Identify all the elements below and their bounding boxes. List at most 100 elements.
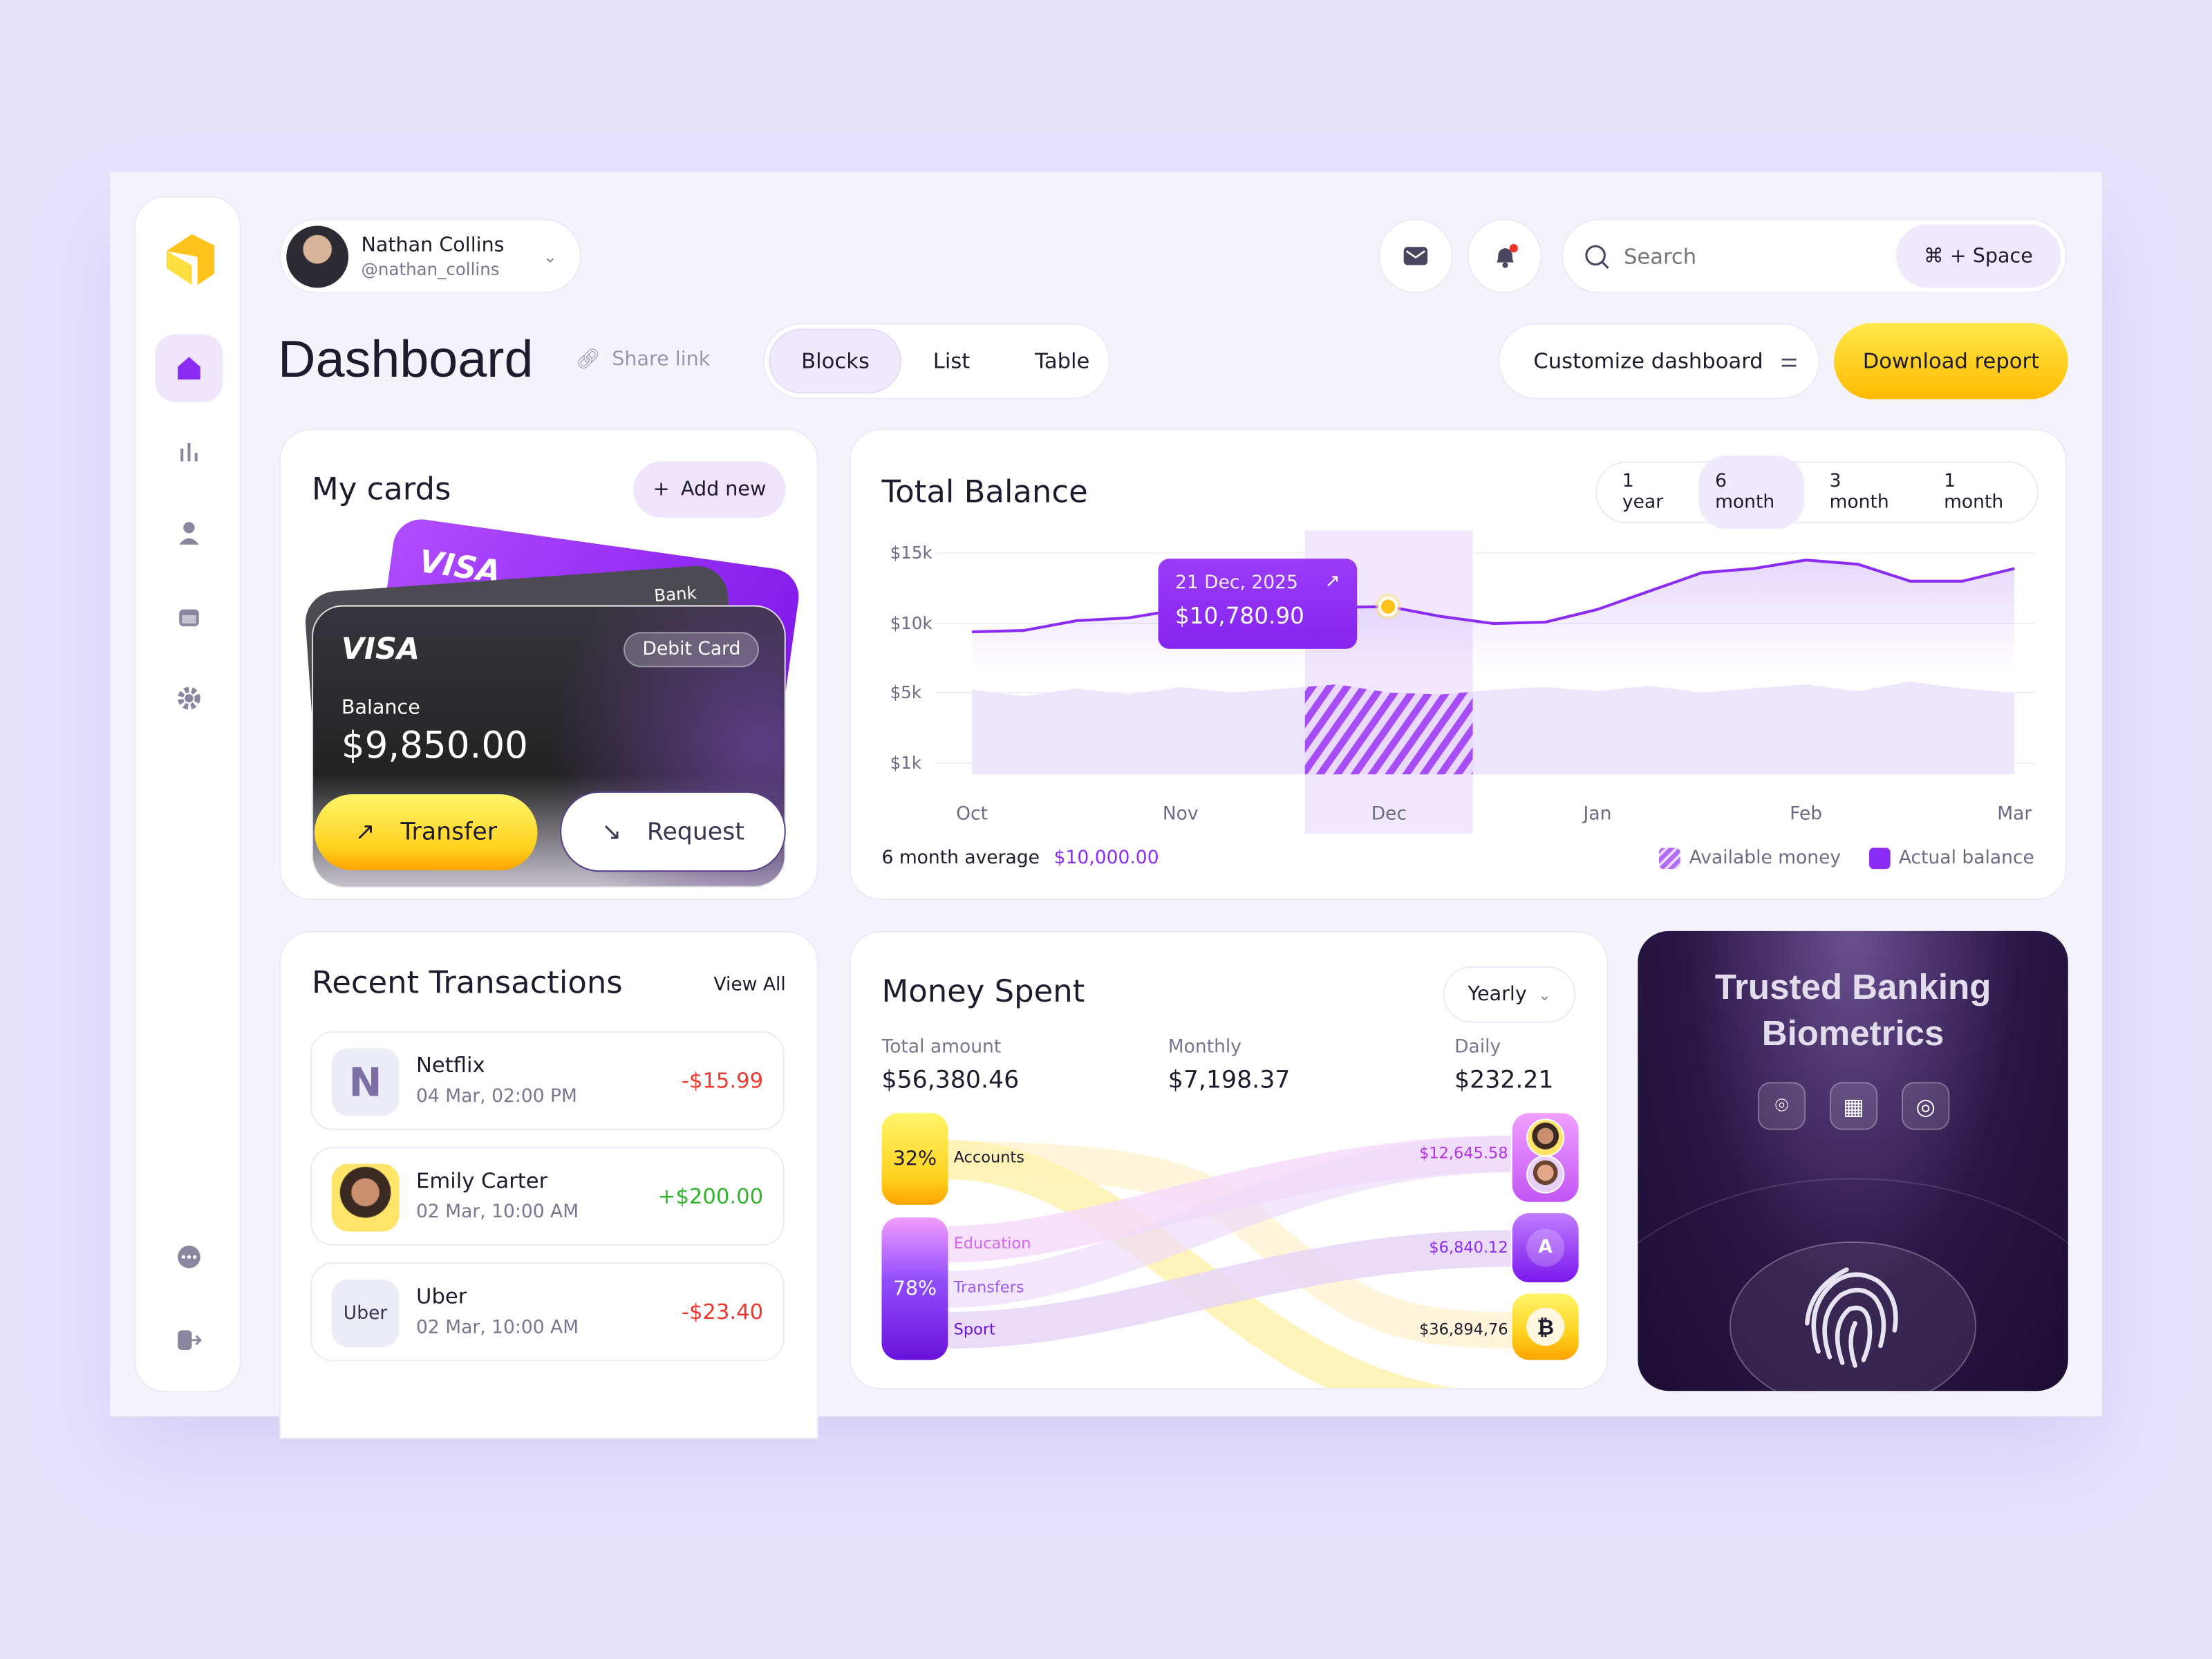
transaction-name: Netflix: [416, 1052, 485, 1078]
add-card-button[interactable]: + Add new: [633, 461, 786, 518]
transaction-amount: -$15.99: [681, 1067, 764, 1094]
netflix-logo: N: [348, 1058, 382, 1105]
sliders-icon: ⚌: [1780, 350, 1798, 373]
average-summary: 6 month average $10,000.00: [882, 848, 1159, 870]
source-node-other[interactable]: 78%: [881, 1217, 948, 1360]
balance-label: Balance: [341, 697, 420, 720]
biometrics-title: Trusted Banking Biometrics: [1714, 967, 1991, 1054]
customize-label: Customize dashboard: [1533, 348, 1763, 374]
sidebar-item-settings[interactable]: [155, 664, 223, 732]
legend-actual: Actual balance: [1898, 847, 2034, 870]
adobe-icon: A: [1526, 1228, 1565, 1267]
view-all-link[interactable]: View All: [713, 975, 786, 996]
plus-icon: +: [653, 478, 670, 501]
legend-available: Available money: [1689, 847, 1841, 870]
card-type-badge: Debit Card: [624, 632, 759, 668]
period-dropdown[interactable]: Yearly ⌄: [1443, 966, 1576, 1023]
range-1-year[interactable]: 1 year: [1622, 471, 1664, 514]
search-input[interactable]: [1623, 243, 1864, 269]
mail-icon: [1403, 247, 1428, 265]
search-shortcut: ⌘ + Space: [1895, 224, 2061, 288]
download-report-button[interactable]: Download report: [1834, 323, 2068, 400]
chart-legend: Available money Actual balance: [1659, 847, 2034, 870]
sidebar-item-home[interactable]: [155, 334, 223, 402]
x-tick-label: Mar: [1997, 803, 2032, 825]
tab-table[interactable]: Table: [1035, 348, 1090, 374]
money-spent-panel: Money Spent Yearly ⌄ Total amount $56,380.…: [849, 930, 1609, 1390]
search-icon: [1585, 244, 1609, 268]
x-tick-label: Jan: [1582, 803, 1612, 825]
uber-icon: Uber: [331, 1280, 400, 1347]
target-node-people[interactable]: [1512, 1113, 1579, 1202]
flow-sport-adobe: [948, 1230, 1511, 1349]
available-money-highlight: [1304, 684, 1473, 775]
x-tick-label: Dec: [1371, 803, 1407, 825]
avatar: [1526, 1155, 1565, 1194]
stat-label: Monthly: [1168, 1036, 1242, 1058]
target-node-bitcoin[interactable]: ₿: [1512, 1293, 1579, 1360]
biometrics-promo[interactable]: Trusted Banking Biometrics: [1638, 930, 2068, 1391]
total-balance-title: Total Balance: [881, 475, 1088, 511]
range-6-month[interactable]: 6 month: [1698, 456, 1804, 529]
chart-tooltip: 21 Dec, 2025 $10,780.90 ↗: [1158, 559, 1358, 649]
tooltip-date: 21 Dec, 2025: [1174, 572, 1298, 594]
user-name: Nathan Collins: [361, 233, 505, 256]
sidebar-item-logout[interactable]: [155, 1306, 223, 1374]
x-tick-label: Feb: [1790, 803, 1822, 825]
share-link-label: Share link: [612, 348, 711, 371]
transaction-date: 02 Mar, 10:00 AM: [416, 1318, 579, 1339]
range-1-month[interactable]: 1 month: [1944, 471, 2004, 514]
tooltip-value: $10,780.90: [1174, 602, 1304, 630]
target-amount-adobe: $6,840.12: [1429, 1238, 1508, 1257]
source-label-transfers: Transfers: [953, 1277, 1024, 1297]
transaction-row[interactable]: Emily Carter 02 Mar, 10:00 AM +$200.00: [310, 1147, 785, 1246]
bell-icon: [1496, 243, 1517, 268]
transaction-amount: +$200.00: [657, 1183, 764, 1209]
fingerprint-icon: [1804, 1267, 1898, 1368]
card-bank-label: Bank: [653, 583, 697, 606]
face-id-icon: ⌾: [1757, 1082, 1806, 1130]
target-amount-bitcoin: $36,894,76: [1419, 1320, 1508, 1339]
y-tick-label: $1k: [890, 753, 922, 773]
sidebar-item-calendar[interactable]: [155, 583, 223, 650]
card-brand: VISA: [341, 632, 420, 666]
share-link[interactable]: 🔗︎ Share link: [576, 348, 711, 371]
average-value: $10,000.00: [1053, 847, 1159, 870]
tab-blocks[interactable]: Blocks: [769, 328, 902, 394]
search-bar[interactable]: ⌘ + Space: [1562, 218, 2067, 294]
tab-list[interactable]: List: [932, 348, 971, 374]
messages-button[interactable]: [1378, 218, 1454, 294]
fingerprint-icon: ◎: [1901, 1082, 1950, 1130]
source-label-accounts: Accounts: [953, 1148, 1024, 1167]
sidebar-item-analytics[interactable]: [155, 418, 223, 485]
transaction-row[interactable]: Uber Uber 02 Mar, 10:00 AM -$23.40: [310, 1262, 785, 1362]
transfer-button[interactable]: ↗ Transfer: [315, 794, 538, 871]
y-tick-label: $15k: [890, 543, 933, 563]
flow-transfers-people: [948, 1135, 1511, 1308]
sidebar-item-chat[interactable]: [155, 1223, 223, 1291]
actual-balance-area: [972, 560, 2015, 671]
avatar: [1526, 1118, 1565, 1157]
sidebar: [133, 196, 241, 1393]
transaction-row[interactable]: N Netflix 04 Mar, 02:00 PM -$15.99: [310, 1031, 785, 1130]
profile-menu[interactable]: Nathan Collins @nathan_collins ⌄: [279, 218, 581, 294]
my-cards-panel: My cards + Add new VISA Bank VISA Debit C…: [279, 429, 818, 901]
stat-total: $56,380.46: [881, 1066, 1020, 1095]
available-money-area: [972, 682, 2015, 775]
calendar-icon: [179, 609, 199, 627]
source-node-accounts[interactable]: 32%: [881, 1113, 948, 1205]
stat-label: Total amount: [881, 1036, 1002, 1058]
stat-monthly: $7,198.37: [1168, 1066, 1291, 1095]
range-selector: 1 year 6 month 3 month 1 month: [1595, 456, 2038, 529]
home-icon: [178, 357, 200, 379]
range-3-month[interactable]: 3 month: [1829, 471, 1889, 514]
customize-dashboard-button[interactable]: Customize dashboard ⚌: [1498, 323, 1820, 400]
balance-chart[interactable]: $15k $10k $5k $1k Oct Nov Dec Jan Feb Mar: [851, 430, 2067, 900]
request-label: Request: [646, 817, 744, 846]
x-tick-label: Oct: [956, 803, 988, 825]
notifications-button[interactable]: [1467, 218, 1542, 294]
money-spent-title: Money Spent: [881, 975, 1085, 1011]
sidebar-item-profile[interactable]: [155, 499, 223, 567]
target-node-adobe[interactable]: A: [1512, 1213, 1579, 1283]
request-button[interactable]: ↘ Request: [560, 791, 786, 872]
